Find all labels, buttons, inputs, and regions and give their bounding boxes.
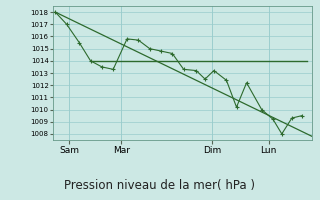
Text: Pression niveau de la mer( hPa ): Pression niveau de la mer( hPa ): [65, 179, 255, 192]
